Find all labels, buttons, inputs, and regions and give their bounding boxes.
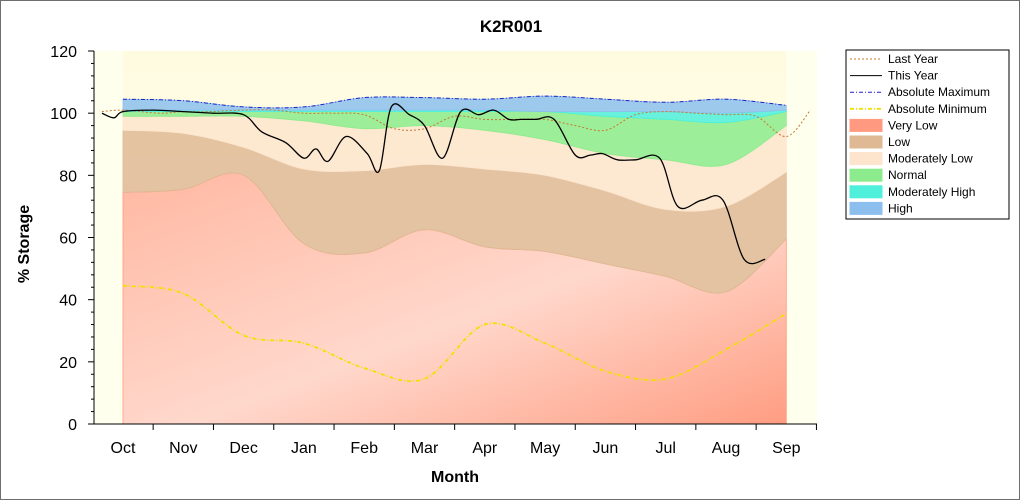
y-tick-label: 20 (59, 355, 77, 372)
y-tick-label: 40 (59, 293, 77, 310)
legend-label-absolute-minimum: Absolute Minimum (888, 102, 987, 116)
axes: 0 20 40 60 80 100 120 Oct Nov Dec Jan Feb Mar Apr May J… (50, 44, 817, 457)
x-tick-label-mar: Mar (411, 440, 439, 457)
x-tick-label-oct: Oct (111, 440, 136, 457)
legend-swatch-very-low (849, 118, 883, 132)
y-tick-label: 80 (59, 168, 77, 185)
y-tick-label: 60 (59, 231, 77, 248)
x-tick-label-jun: Jun (593, 440, 619, 457)
x-tick-label-jul: Jul (655, 440, 675, 457)
y-tick-label: 100 (50, 106, 77, 123)
x-tick-label-dec: Dec (229, 440, 257, 457)
legend-label-last-year: Last Year (888, 52, 938, 66)
series-this-year (101, 103, 766, 265)
series-absolute-maximum (122, 95, 787, 109)
x-tick-label-aug: Aug (712, 440, 740, 457)
legend-swatch-moderately-low (849, 152, 883, 166)
series-last-year (101, 109, 811, 137)
x-tick-label-may: May (530, 440, 560, 457)
series-lines (101, 95, 811, 383)
x-axis-title: Month (431, 469, 479, 486)
x-tick-label-sep: Sep (772, 440, 801, 457)
legend-label-low: Low (888, 135, 910, 149)
y-axis-title: % Storage (16, 205, 33, 283)
legend-swatch-normal (849, 168, 883, 182)
x-tick-label-feb: Feb (350, 440, 378, 457)
legend-swatch-low (849, 135, 883, 149)
chart-title: K2R001 (480, 17, 542, 36)
legend-swatch-high (849, 201, 883, 215)
legend: Last Year This Year Absolute Maximum Absolu… (845, 49, 1010, 220)
legend-label-absolute-maximum: Absolute Maximum (888, 85, 990, 99)
legend-label-very-low: Very Low (888, 118, 938, 132)
x-tick-label-apr: Apr (472, 440, 498, 457)
y-tick-label: 0 (68, 417, 77, 434)
x-tick-label-nov: Nov (169, 440, 197, 457)
legend-label-moderately-high: Moderately High (888, 185, 975, 199)
legend-label-normal: Normal (888, 168, 927, 182)
x-tick-label-jan: Jan (291, 440, 317, 457)
legend-label-high: High (888, 201, 913, 215)
series-absolute-minimum (122, 284, 787, 383)
legend-swatch-moderately-high (849, 185, 883, 199)
legend-label-moderately-low: Moderately Low (888, 152, 973, 166)
y-tick-label: 120 (50, 44, 77, 61)
condition-bands (122, 95, 787, 424)
legend-label-this-year: This Year (888, 69, 938, 83)
